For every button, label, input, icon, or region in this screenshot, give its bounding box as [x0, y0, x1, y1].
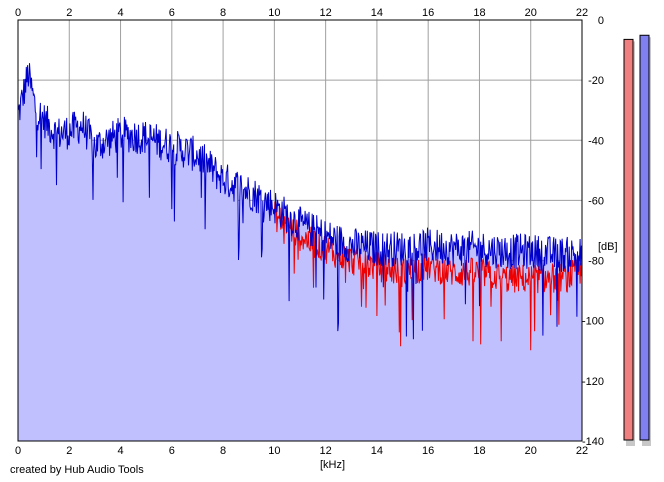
x-tick-label-top: 6	[169, 7, 175, 19]
x-tick-label-top: 14	[371, 7, 383, 19]
spectrum-fill-area	[18, 63, 582, 441]
y-ticks-right: 0 -20 -40 -60 -80 -100 -120 -140	[582, 15, 604, 448]
x-tick-label-bottom: 12	[320, 445, 332, 457]
x-tick-label-bottom: 2	[66, 445, 72, 457]
x-tick-label-bottom: 18	[473, 445, 485, 457]
x-tick-label-bottom: 16	[422, 445, 434, 457]
x-tick-label-bottom: 10	[268, 445, 280, 457]
x-ticks-top: 0 2 4 6 8 10 12 14 16 18 20 22	[15, 7, 588, 19]
x-tick-label-bottom: 8	[220, 445, 226, 457]
x-tick-label-top: 0	[15, 7, 21, 19]
y-tick-label: -60	[588, 195, 604, 207]
x-tick-label-top: 2	[66, 7, 72, 19]
level-meter-bar	[623, 38, 634, 441]
y-tick-label: -120	[582, 376, 604, 388]
x-axis-unit: [kHz]	[320, 459, 346, 471]
x-tick-label-bottom: 4	[117, 445, 123, 457]
y-tick-label: -20	[588, 75, 604, 87]
x-tick-label-bottom: 0	[15, 445, 21, 457]
x-tick-label-top: 8	[220, 7, 226, 19]
x-tick-label-top: 12	[320, 7, 332, 19]
y-tick-label: -100	[582, 316, 604, 328]
x-tick-label-bottom: 14	[371, 445, 383, 457]
credit-text: created by Hub Audio Tools	[10, 464, 144, 476]
x-tick-label-top: 22	[576, 7, 588, 19]
x-tick-label-bottom: 20	[525, 445, 537, 457]
x-tick-label-top: 18	[473, 7, 485, 19]
x-ticks-bottom: 0 2 4 6 8 10 12 14 16 18 20 22	[15, 445, 588, 457]
x-tick-label-top: 16	[422, 7, 434, 19]
y-tick-label: -40	[588, 135, 604, 147]
x-tick-label-top: 10	[268, 7, 280, 19]
x-tick-label-bottom: 22	[576, 445, 588, 457]
y-axis-unit: [dB]	[598, 241, 618, 253]
x-tick-label-bottom: 6	[169, 445, 175, 457]
plot-border	[17, 19, 583, 442]
x-tick-label-top: 4	[117, 7, 123, 19]
y-tick-label: -140	[582, 436, 604, 448]
x-tick-label-top: 20	[525, 7, 537, 19]
spectrum-line-blue	[17, 63, 583, 340]
level-meter-bar	[639, 34, 650, 441]
y-tick-label: 0	[598, 15, 604, 27]
y-tick-label: -80	[588, 256, 604, 268]
level-meters	[623, 34, 651, 446]
